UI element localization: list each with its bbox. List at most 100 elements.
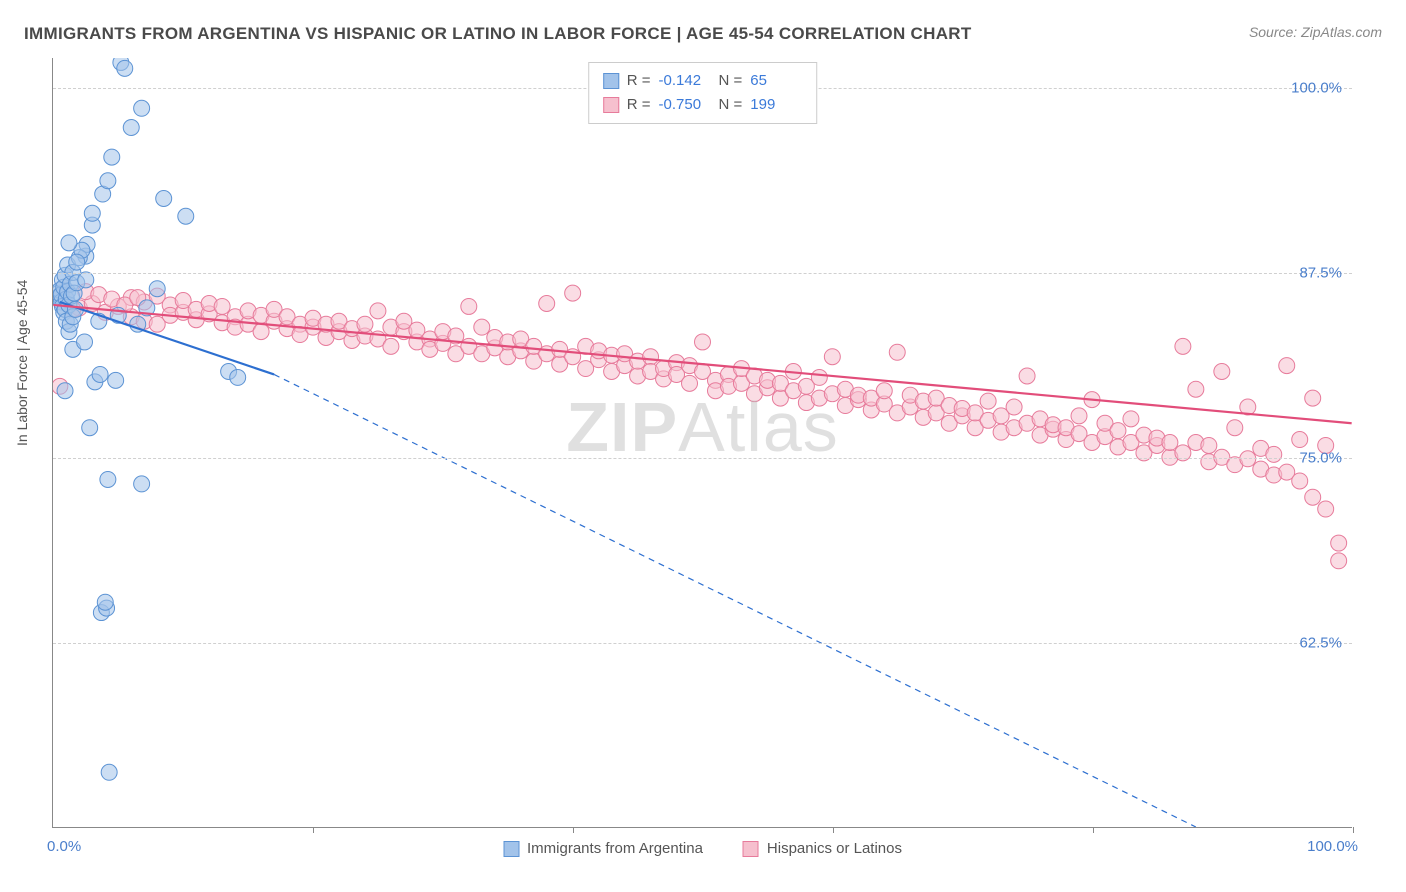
scatter-point [370,303,386,319]
scatter-point [74,242,90,258]
plot-area: R = -0.142 N = 65 R = -0.750 N = 199 ZIP… [52,58,1352,828]
scatter-point [78,284,94,300]
scatter-point [87,374,103,390]
scatter-point [318,316,334,332]
y-tick-label: 100.0% [1291,79,1344,96]
x-tick [573,827,574,833]
scatter-point [60,257,76,273]
scatter-point [824,349,840,365]
scatter-point [435,335,451,351]
scatter-point [1279,358,1295,374]
scatter-point [69,275,85,291]
scatter-point [1123,435,1139,451]
scatter-point [175,304,191,320]
scatter-point [113,58,129,70]
scatter-point [656,361,672,377]
scatter-point [513,331,529,347]
y-tick-label: 75.0% [1299,449,1344,466]
scatter-point [123,309,139,325]
scatter-point [230,369,246,385]
n-value-series-1: 65 [750,69,802,93]
legend-swatch-1 [503,841,519,857]
scatter-point [156,191,172,207]
scatter-point [720,378,736,394]
scatter-point [733,375,749,391]
scatter-point [57,383,73,399]
scatter-point [136,313,152,329]
scatter-point [1149,437,1165,453]
scatter-point [201,295,217,311]
scatter-point [53,287,69,303]
scatter-point [1292,432,1308,448]
scatter-point [591,352,607,368]
scatter-point [772,390,788,406]
scatter-point [1110,423,1126,439]
correlation-legend: R = -0.142 N = 65 R = -0.750 N = 199 [588,62,818,124]
scatter-point [97,594,113,610]
gridline [53,458,1352,459]
scatter-point [500,349,516,365]
chart-svg [53,58,1352,827]
scatter-point [214,298,230,314]
scatter-point [798,378,814,394]
scatter-point [746,368,762,384]
scatter-point [552,341,568,357]
scatter-point [266,301,282,317]
scatter-point [409,334,425,350]
scatter-point [104,149,120,165]
scatter-point [69,254,85,270]
scatter-point [331,313,347,329]
scatter-point [552,356,568,372]
chart-title: IMMIGRANTS FROM ARGENTINA VS HISPANIC OR… [24,24,972,44]
scatter-point [1201,454,1217,470]
scatter-point [1331,535,1347,551]
scatter-point [357,316,373,332]
scatter-point [941,415,957,431]
scatter-point [123,120,139,136]
scatter-point [139,300,155,316]
scatter-point [149,281,165,297]
scatter-point [487,330,503,346]
scatter-point [1019,368,1035,384]
scatter-point [604,364,620,380]
scatter-point [214,315,230,331]
r-value-series-2: -0.750 [659,93,711,117]
scatter-point [99,600,115,616]
scatter-point [954,408,970,424]
scatter-point [1123,411,1139,427]
scatter-point [837,381,853,397]
scatter-point [630,353,646,369]
gridline [53,273,1352,274]
scatter-point [811,369,827,385]
scatter-point [97,304,113,320]
scatter-point [876,396,892,412]
scatter-point [811,390,827,406]
scatter-point [65,341,81,357]
legend-item-series-2: Hispanics or Latinos [743,840,902,857]
scatter-point [1084,392,1100,408]
scatter-point [1279,464,1295,480]
scatter-point [487,340,503,356]
scatter-point [53,378,68,394]
scatter-point [1227,420,1243,436]
x-tick [313,827,314,833]
scatter-point [62,316,78,332]
scatter-point [993,408,1009,424]
scatter-point [1292,473,1308,489]
scatter-point [967,405,983,421]
scatter-point [57,267,73,283]
scatter-point [84,295,100,311]
source-attribution: Source: ZipAtlas.com [1249,24,1382,40]
scatter-point [1318,501,1334,517]
scatter-point [53,282,68,298]
scatter-point [954,400,970,416]
scatter-point [53,290,65,306]
r-label: R = [627,69,651,93]
scatter-point [720,366,736,382]
legend-label-series-1: Immigrants from Argentina [527,840,703,857]
scatter-point [1188,435,1204,451]
scatter-point [110,307,126,323]
scatter-point [108,372,124,388]
scatter-point [78,272,94,288]
scatter-point [78,248,94,264]
